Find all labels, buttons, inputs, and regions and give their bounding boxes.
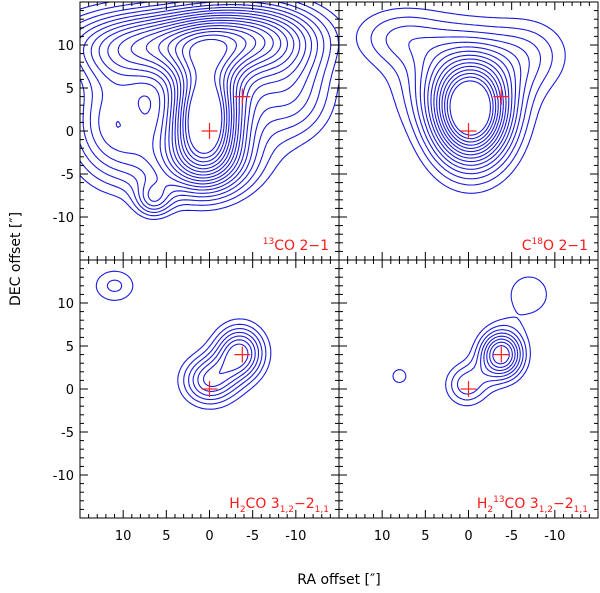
panel-label-h213co: H213CO 31,2−21,1 bbox=[477, 495, 588, 515]
contour-level-c18o-2 bbox=[385, 25, 542, 180]
marker-source-1-c18o bbox=[460, 123, 477, 139]
y-tick-label: -10 bbox=[53, 211, 74, 226]
contour-level-13co-5 bbox=[82, 6, 313, 202]
contour-level-c18o-3 bbox=[408, 36, 530, 175]
contour-level-h213co-4 bbox=[483, 335, 519, 375]
marker-source-1-13co bbox=[201, 123, 218, 139]
contours-h2co bbox=[95, 270, 272, 410]
y-tick-label: -5 bbox=[61, 426, 74, 441]
marker-source-2-h213co bbox=[493, 346, 510, 363]
contour-level-13co-1 bbox=[80, 2, 339, 217]
contour-level-h213co-5 bbox=[486, 338, 516, 372]
contour-level-h213co-3 bbox=[480, 332, 521, 378]
panel-label-h2co: H2CO 31,2−21,1 bbox=[229, 496, 329, 515]
contours-c18o bbox=[355, 7, 566, 194]
panel-c18o: C18O 2−1 bbox=[338, 1, 599, 261]
contour-level-h2co-2 bbox=[188, 327, 263, 401]
contour-level-h2co-6 bbox=[218, 343, 249, 375]
contour-level-h2co-5 bbox=[202, 339, 253, 388]
contour-level-h213co-0 bbox=[392, 276, 547, 407]
y-tick-label: -5 bbox=[61, 168, 74, 183]
contour-level-c18o-6 bbox=[427, 50, 513, 163]
contour-level-13co-13 bbox=[167, 27, 257, 166]
x-tick-label: 0 bbox=[464, 529, 472, 544]
contour-level-h213co-1 bbox=[451, 324, 527, 401]
contour-level-c18o-13 bbox=[446, 76, 494, 140]
contour-level-h213co-2 bbox=[456, 329, 524, 395]
contour-level-c18o-1 bbox=[370, 16, 553, 186]
panel-h2co: H2CO 31,2−21,1 bbox=[79, 259, 340, 519]
contour-level-c18o-8 bbox=[433, 58, 507, 156]
contour-level-c18o-14 bbox=[449, 80, 491, 136]
contour-level-13co-11 bbox=[145, 22, 274, 173]
contour-level-c18o-10 bbox=[438, 65, 502, 149]
y-tick-label: 5 bbox=[66, 340, 74, 355]
contour-level-13co-8 bbox=[107, 14, 295, 182]
contour-level-13co-14 bbox=[174, 30, 247, 163]
x-tick-label: -5 bbox=[505, 529, 518, 544]
x-tick-label: -10 bbox=[285, 529, 306, 544]
contour-level-c18o-5 bbox=[423, 46, 517, 166]
contour-level-c18o-11 bbox=[441, 69, 499, 146]
marker-source-1-h2co bbox=[201, 381, 218, 397]
contour-level-13co-4 bbox=[80, 4, 319, 207]
contour-level-c18o-4 bbox=[419, 41, 522, 170]
contour-level-h2co-3 bbox=[192, 331, 260, 397]
x-tick-label: 0 bbox=[205, 529, 213, 544]
contour-level-13co-2 bbox=[80, 2, 332, 213]
contour-level-c18o-0 bbox=[355, 7, 566, 194]
contour-level-h2co-1 bbox=[106, 279, 267, 405]
y-tick-label: 10 bbox=[57, 39, 74, 54]
contour-level-c18o-9 bbox=[436, 62, 504, 153]
y-axis-label: DEC offset [″] bbox=[8, 212, 24, 306]
contour-level-13co-9 bbox=[117, 17, 289, 179]
panel-label-c18o: C18O 2−1 bbox=[522, 237, 588, 254]
contour-level-13co-15 bbox=[181, 34, 238, 159]
x-axis-label: RA offset [″] bbox=[297, 572, 380, 588]
contour-level-c18o-12 bbox=[444, 72, 497, 143]
y-tick-label: 0 bbox=[66, 383, 74, 398]
y-tick-label: -10 bbox=[53, 469, 74, 484]
contour-level-13co-12 bbox=[158, 25, 266, 170]
x-tick-label: 10 bbox=[374, 529, 391, 544]
contour-level-13co-6 bbox=[90, 9, 307, 188]
contour-level-13co-10 bbox=[130, 19, 282, 176]
contour-level-h213co-6 bbox=[489, 341, 513, 368]
contour-level-13co-16 bbox=[187, 38, 228, 154]
contours-13co bbox=[80, 2, 339, 220]
x-tick-label: -5 bbox=[246, 529, 259, 544]
contour-level-13co-3 bbox=[80, 2, 325, 210]
panel-label-13co: 13CO 2−1 bbox=[263, 237, 329, 254]
contour-level-h213co-7 bbox=[492, 345, 510, 365]
x-tick-label: 10 bbox=[115, 529, 132, 544]
marker-source-2-c18o bbox=[493, 88, 510, 105]
panel-13co: 13CO 2−1 bbox=[79, 1, 340, 261]
contour-level-13co-7 bbox=[98, 12, 301, 185]
marker-source-2-h2co bbox=[234, 346, 251, 363]
y-tick-label: 10 bbox=[57, 297, 74, 312]
contour-level-c18o-7 bbox=[430, 54, 510, 159]
x-tick-label: -10 bbox=[544, 529, 565, 544]
panel-h213co: H213CO 31,2−21,1 bbox=[338, 259, 599, 519]
y-tick-label: 0 bbox=[66, 125, 74, 140]
marker-source-2-13co bbox=[234, 88, 251, 105]
y-tick-label: 5 bbox=[66, 82, 74, 97]
x-tick-label: 5 bbox=[162, 529, 170, 544]
x-tick-label: 5 bbox=[421, 529, 429, 544]
contour-level-h2co-0 bbox=[95, 270, 272, 410]
contours-h213co bbox=[392, 276, 547, 407]
contour-level-h2co-4 bbox=[197, 335, 256, 392]
marker-source-1-h213co bbox=[460, 381, 477, 397]
